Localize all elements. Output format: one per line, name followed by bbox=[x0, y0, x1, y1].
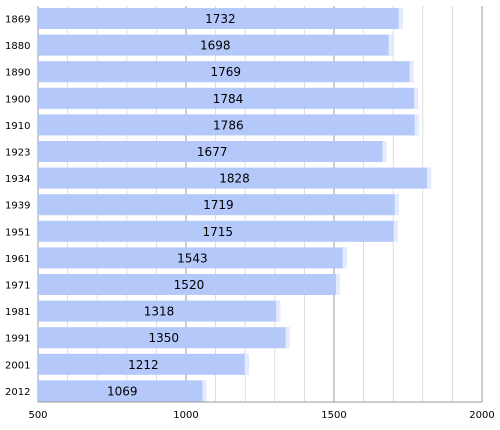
bar-edge-1900 bbox=[414, 87, 419, 109]
x-tick-label-1000: 1000 bbox=[173, 410, 198, 421]
bar-edge-1923 bbox=[382, 141, 387, 162]
category-label-1961: 1961 bbox=[5, 254, 30, 265]
bar-1923 bbox=[38, 141, 387, 162]
bar-1961 bbox=[38, 247, 347, 269]
category-label-1869: 1869 bbox=[5, 15, 30, 26]
bar-edge-2001 bbox=[244, 353, 249, 375]
bar-edge-1880 bbox=[388, 34, 393, 56]
category-label-1971: 1971 bbox=[5, 281, 30, 292]
category-label-1900: 1900 bbox=[5, 94, 30, 105]
x-tick-label-500: 500 bbox=[28, 410, 47, 421]
value-label-1869: 1732 bbox=[205, 12, 236, 26]
bar-1910 bbox=[38, 114, 419, 136]
category-label-1923: 1923 bbox=[5, 148, 30, 159]
category-label-1951: 1951 bbox=[5, 227, 30, 238]
bar-edge-1991 bbox=[285, 327, 290, 349]
category-label-2012: 2012 bbox=[5, 387, 30, 398]
value-label-1991: 1350 bbox=[149, 331, 180, 345]
bar-edge-1971 bbox=[335, 274, 340, 295]
value-label-1971: 1520 bbox=[174, 278, 205, 292]
bar-1890 bbox=[38, 61, 414, 83]
value-label-1951: 1715 bbox=[203, 225, 234, 239]
bar-1939 bbox=[38, 194, 399, 216]
value-label-1939: 1719 bbox=[203, 198, 234, 212]
category-label-1934: 1934 bbox=[5, 174, 30, 185]
bar-edge-1869 bbox=[398, 8, 403, 29]
value-label-1981: 1318 bbox=[144, 305, 175, 319]
x-tick-label-1500: 1500 bbox=[321, 410, 346, 421]
category-label-1890: 1890 bbox=[5, 68, 30, 79]
bar-edge-1961 bbox=[342, 247, 347, 269]
value-label-1910: 1786 bbox=[213, 118, 244, 132]
x-tick-label-2000: 2000 bbox=[469, 410, 494, 421]
bar-1971 bbox=[38, 274, 340, 295]
bar-1951 bbox=[38, 220, 398, 242]
category-label-2001: 2001 bbox=[5, 360, 30, 371]
category-label-1910: 1910 bbox=[5, 121, 30, 132]
labels: 1732 1869 1698 1880 1769 1890 1784 1900 1786 1910… bbox=[5, 12, 250, 398]
bar-1934 bbox=[38, 167, 432, 189]
value-label-1934: 1828 bbox=[219, 172, 250, 186]
bar-1981 bbox=[38, 300, 281, 322]
bar-1869 bbox=[38, 8, 403, 29]
bar-edge-1934 bbox=[427, 167, 432, 189]
value-label-1880: 1698 bbox=[200, 39, 231, 53]
bar-edge-1939 bbox=[394, 194, 399, 216]
bars bbox=[38, 8, 432, 402]
value-label-2012: 1069 bbox=[107, 384, 138, 398]
category-label-1939: 1939 bbox=[5, 201, 30, 212]
bar-1880 bbox=[38, 34, 393, 56]
category-label-1981: 1981 bbox=[5, 307, 30, 318]
bar-2012 bbox=[38, 380, 207, 402]
bar-edge-1910 bbox=[414, 114, 419, 136]
value-label-2001: 1212 bbox=[128, 358, 159, 372]
bar-edge-1981 bbox=[276, 300, 281, 322]
bar-2001 bbox=[38, 353, 249, 375]
value-label-1900: 1784 bbox=[213, 92, 244, 106]
bar-1900 bbox=[38, 87, 419, 109]
value-label-1923: 1677 bbox=[197, 145, 228, 159]
value-label-1961: 1543 bbox=[177, 251, 208, 265]
bar-edge-1951 bbox=[393, 220, 398, 242]
bar-1991 bbox=[38, 327, 290, 349]
category-label-1991: 1991 bbox=[5, 334, 30, 345]
x-axis: 500 1000 1500 2000 bbox=[28, 401, 495, 421]
bar-edge-1890 bbox=[409, 61, 414, 83]
bar-edge-2012 bbox=[202, 380, 207, 402]
category-label-1880: 1880 bbox=[5, 41, 30, 52]
value-label-1890: 1769 bbox=[211, 65, 242, 79]
